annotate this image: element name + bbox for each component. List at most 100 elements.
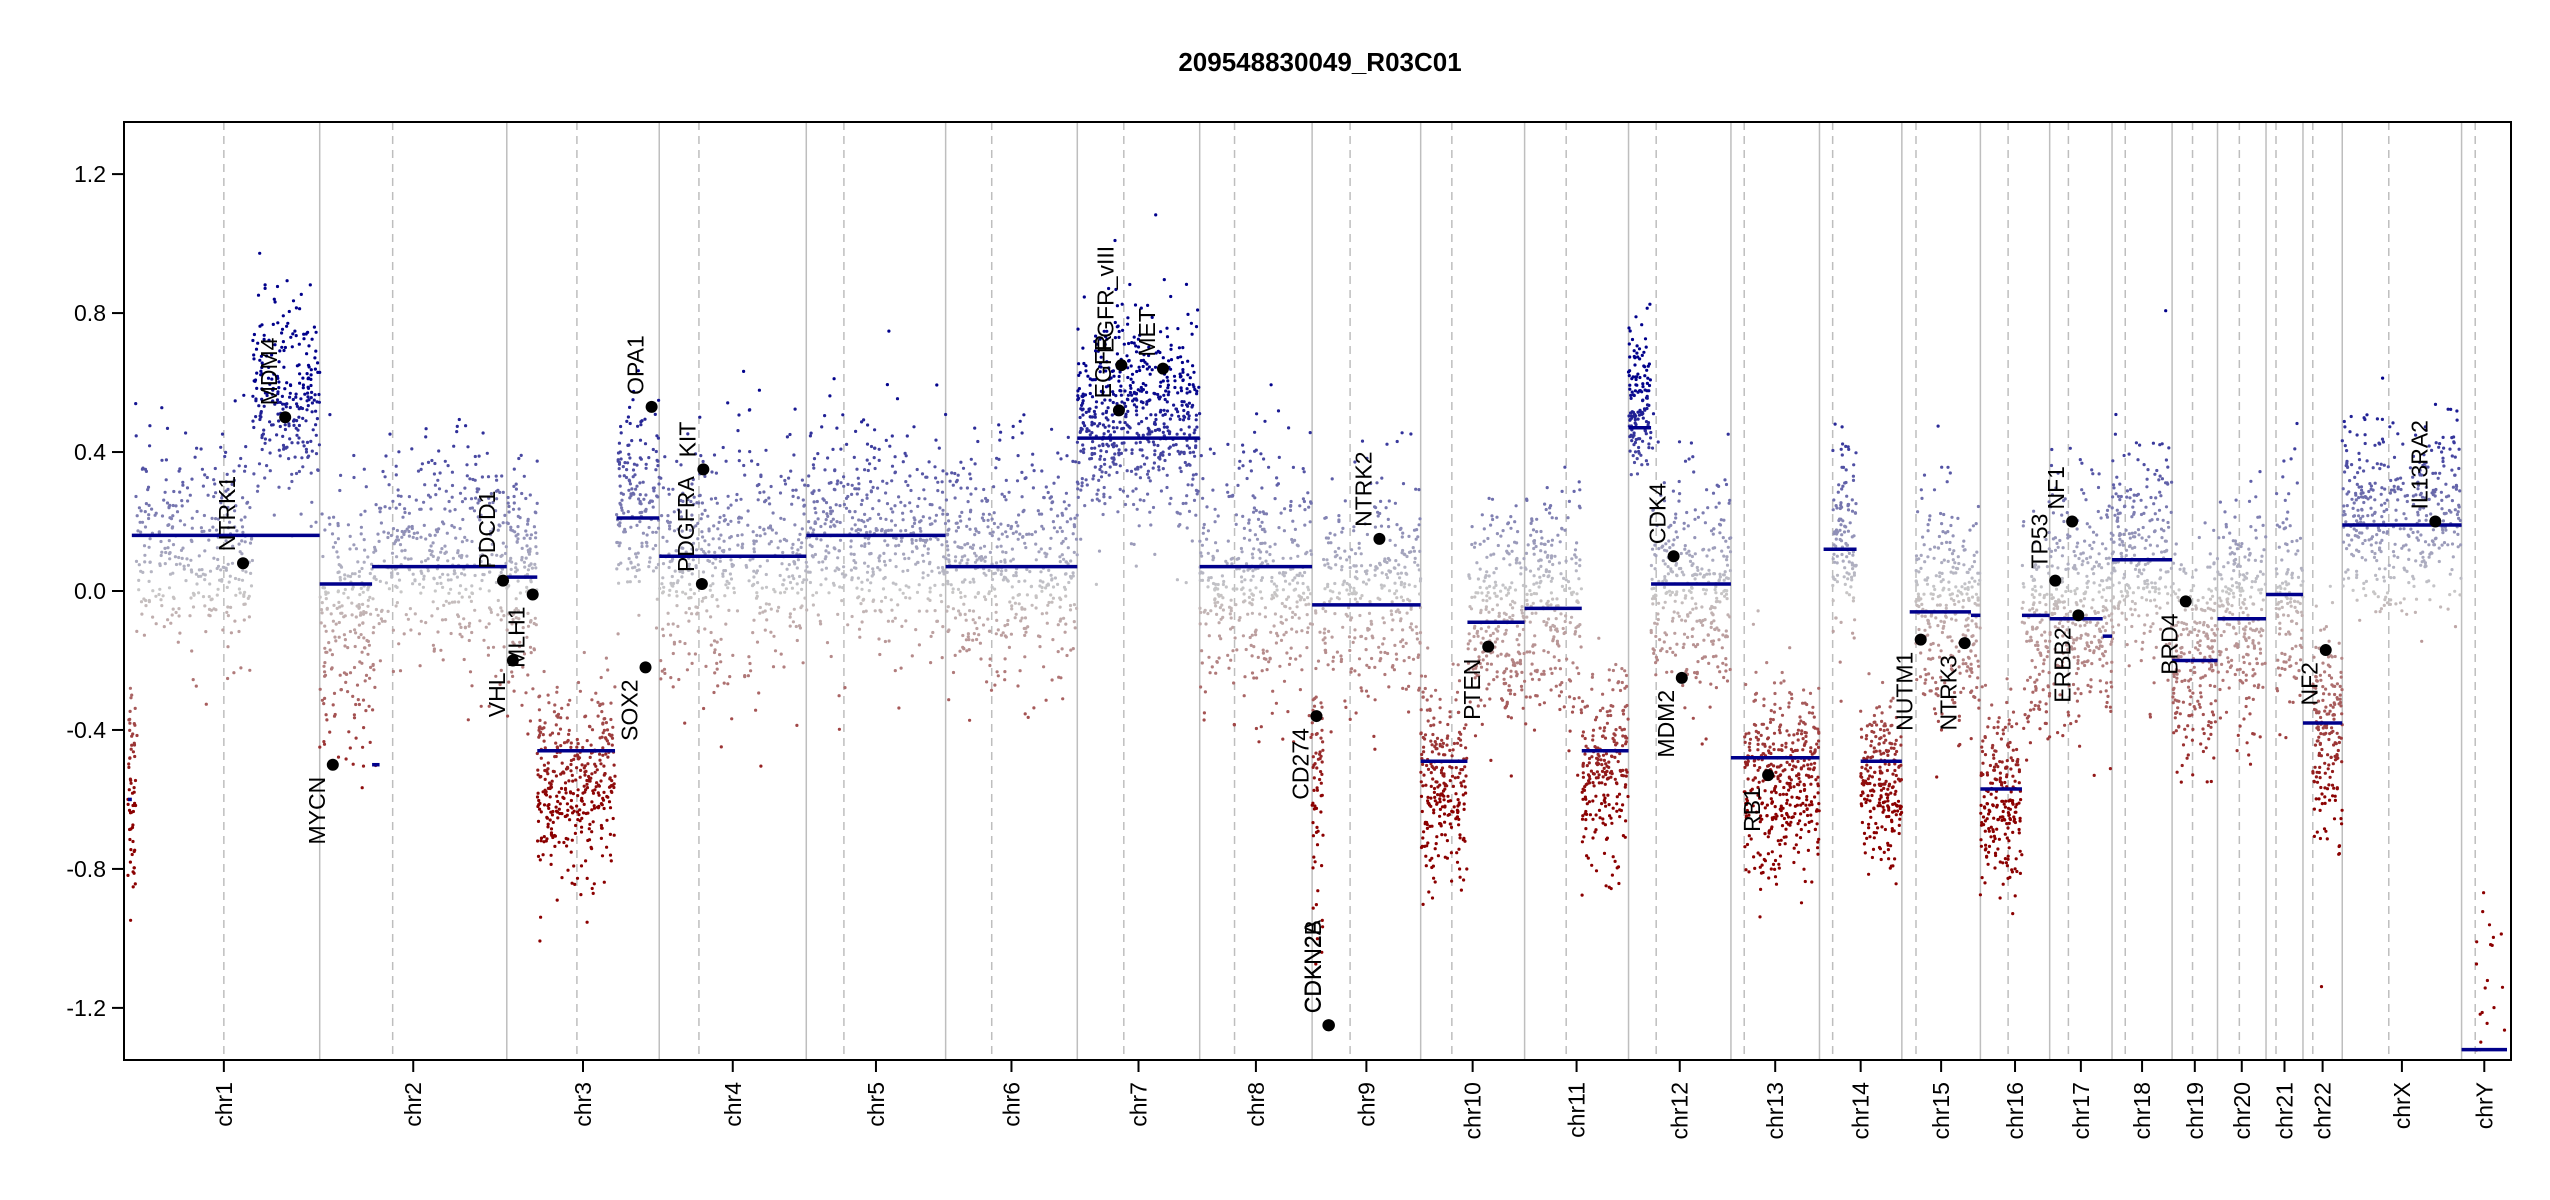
probe-point — [170, 613, 174, 617]
probe-point — [681, 570, 685, 575]
probe-point — [622, 530, 626, 534]
probe-point — [1329, 597, 1333, 601]
probe-point — [478, 587, 482, 591]
probe-point — [953, 496, 957, 500]
probe-point — [785, 567, 789, 571]
probe-point — [827, 551, 831, 555]
probe-point — [1322, 631, 1326, 635]
probe-point — [885, 481, 889, 485]
probe-point — [1094, 582, 1098, 587]
probe-point — [579, 893, 583, 897]
probe-point — [956, 525, 961, 530]
probe-point — [1174, 407, 1178, 411]
probe-point — [609, 859, 613, 863]
probe-point — [181, 480, 185, 484]
probe-point — [1215, 612, 1219, 617]
probe-point — [873, 428, 877, 432]
probe-point — [655, 458, 659, 462]
probe-point — [953, 616, 958, 620]
probe-point — [846, 482, 850, 486]
probe-point — [464, 424, 468, 428]
probe-point — [1464, 746, 1468, 750]
probe-point — [678, 640, 682, 644]
probe-point — [1251, 598, 1255, 602]
probe-point — [386, 535, 390, 540]
probe-point — [1082, 450, 1086, 455]
probe-point — [1084, 410, 1088, 414]
probe-point — [1296, 554, 1300, 558]
probe-point — [1290, 627, 1294, 631]
probe-point — [464, 587, 468, 592]
probe-point — [1250, 592, 1254, 596]
probe-point — [524, 529, 528, 533]
probe-point — [1253, 449, 1257, 453]
probe-point — [1295, 600, 1299, 604]
probe-point — [238, 550, 242, 554]
probe-point — [520, 558, 524, 562]
probe-point — [1208, 671, 1212, 675]
probe-point — [871, 572, 876, 576]
probe-point — [334, 639, 338, 643]
probe-point — [938, 506, 942, 510]
probe-point — [972, 632, 976, 636]
probe-point — [741, 542, 745, 546]
probe-point — [1423, 674, 1427, 678]
probe-point — [130, 693, 134, 697]
probe-point — [207, 595, 211, 599]
probe-point — [270, 377, 274, 381]
probe-point — [1407, 710, 1411, 714]
probe-point — [1422, 745, 1426, 749]
probe-point — [323, 624, 327, 628]
probe-point — [639, 420, 643, 424]
probe-point — [1192, 370, 1196, 374]
probe-point — [1102, 495, 1106, 499]
probe-point — [242, 393, 246, 397]
probe-point — [1400, 431, 1404, 435]
probe-point — [1455, 741, 1460, 745]
probe-point — [593, 770, 597, 774]
probe-point — [883, 539, 887, 543]
probe-point — [1412, 549, 1416, 553]
probe-point — [692, 495, 696, 499]
probe-point — [246, 596, 250, 601]
probe-point — [849, 568, 854, 572]
probe-point — [1165, 326, 1169, 330]
probe-point — [1214, 541, 1218, 545]
probe-point — [142, 633, 146, 637]
probe-point — [791, 488, 795, 492]
probe-point — [1031, 452, 1035, 456]
probe-point — [235, 529, 239, 533]
probe-point — [652, 489, 656, 493]
probe-point — [1128, 282, 1132, 287]
probe-point — [836, 556, 840, 560]
probe-point — [431, 600, 435, 604]
probe-point — [314, 520, 318, 524]
probe-point — [598, 736, 602, 740]
probe-point — [1075, 606, 1079, 611]
probe-point — [458, 527, 462, 531]
probe-point — [688, 582, 692, 587]
probe-point — [1311, 698, 1315, 702]
probe-point — [1373, 747, 1377, 751]
probe-point — [1022, 508, 1026, 512]
probe-point — [1422, 750, 1426, 754]
probe-point — [887, 329, 891, 333]
probe-point — [237, 629, 241, 634]
probe-point — [512, 484, 516, 488]
probe-point — [1373, 573, 1377, 578]
probe-point — [728, 675, 732, 679]
probe-point — [197, 591, 201, 595]
probe-point — [1407, 583, 1411, 587]
probe-point — [778, 591, 783, 595]
probe-point — [422, 500, 426, 504]
probe-point — [974, 554, 978, 558]
probe-point — [1314, 751, 1318, 755]
probe-point — [1441, 789, 1446, 793]
probe-point — [538, 694, 542, 698]
probe-point — [1153, 453, 1157, 457]
probe-point — [736, 543, 740, 547]
probe-point — [299, 292, 303, 296]
probe-point — [1374, 565, 1378, 569]
probe-point — [842, 502, 847, 507]
probe-point — [576, 818, 580, 822]
